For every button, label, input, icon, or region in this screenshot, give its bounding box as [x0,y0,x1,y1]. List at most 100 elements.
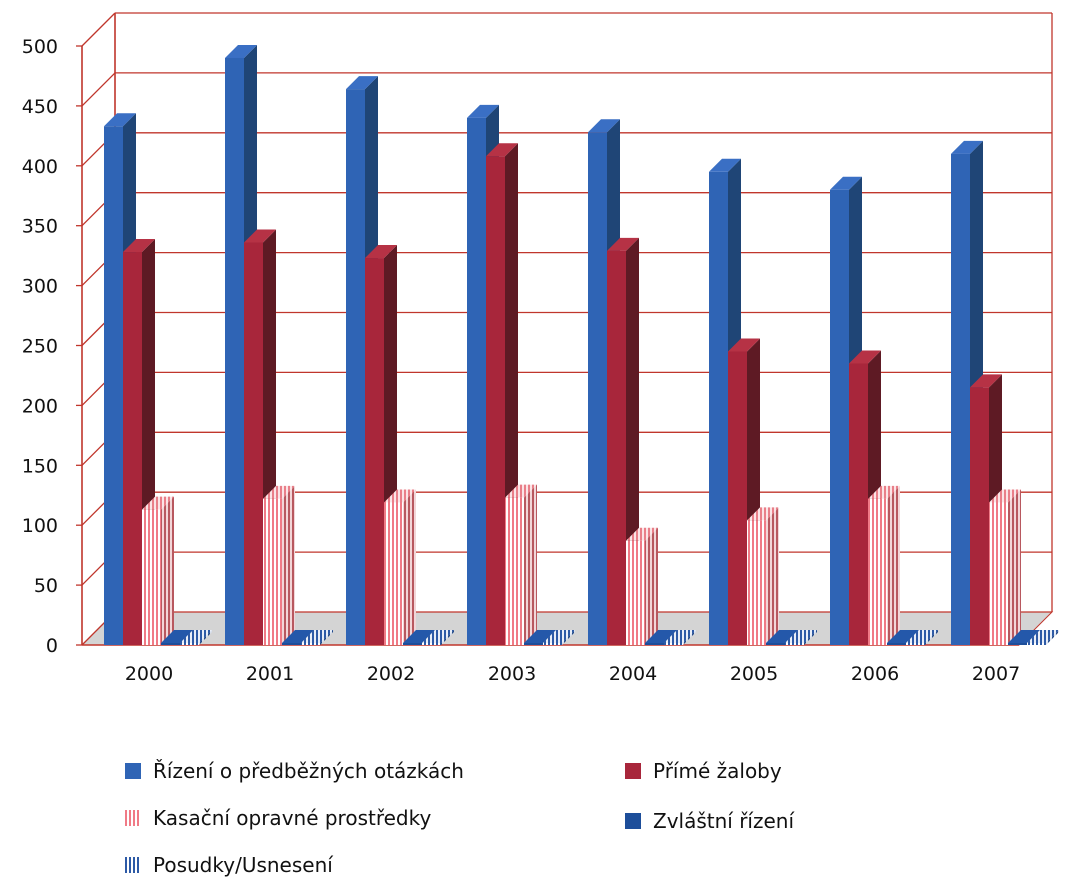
bar-top [524,630,556,643]
bar-top [142,496,174,510]
x-tick-label: 2006 [851,663,899,685]
bar-top [951,140,983,154]
bar-front [906,643,925,645]
bar [180,630,212,645]
y-tick-label: 300 [22,276,58,298]
bar-top [747,507,779,521]
x-tick-label: 2005 [730,663,778,685]
bar-top [607,237,639,251]
bar-top [626,527,658,541]
bar-front [588,132,607,646]
y-tick-label: 0 [46,635,58,657]
bar-top [868,485,900,499]
bar-front [830,189,849,645]
x-tick-label: 2003 [488,663,536,685]
bar-front [524,643,543,645]
y-tick-label: 100 [22,515,58,537]
bar-top [728,338,760,352]
y-tick-label: 200 [22,395,58,417]
bar-top [180,630,212,643]
bar-front [747,520,766,645]
bar [868,485,900,645]
bar-front [282,643,301,645]
bar-top [709,158,741,172]
bar-side [925,630,938,645]
bar-side [441,630,454,645]
bar-top [422,630,454,643]
bar-side [1046,630,1059,645]
bar-side [403,489,416,645]
bar-top [785,630,817,643]
bar-top [467,104,499,118]
bar-top [849,350,881,364]
bar-front [766,643,785,645]
bar-front [123,252,142,645]
bar-top [244,229,276,243]
bar-top [486,143,518,157]
bar-front [664,643,683,645]
bar [422,630,454,645]
gridline-side [81,72,116,107]
bar-front [607,250,626,645]
bar-front [785,643,804,645]
bar [664,630,696,645]
bar [989,489,1021,645]
bar [626,527,658,645]
bar-front [384,502,403,645]
bar-front [970,387,989,645]
bar [747,507,779,645]
bar-front [709,171,728,646]
bar [142,496,174,645]
bar [906,630,938,645]
bar-top [161,630,193,643]
bar-front [365,258,384,645]
bar-front [301,643,320,645]
bar-side [199,630,212,645]
bar [1027,630,1059,645]
bar-top [1027,630,1059,643]
bar-top [365,245,397,259]
bar-front [180,643,199,645]
bar-front [887,643,906,645]
y-tick-label: 500 [22,36,58,58]
bar-side [1008,489,1021,645]
x-tick-label: 2002 [367,663,415,685]
x-tick-label: 2000 [125,663,173,685]
bar-side [683,630,696,645]
bar [384,489,416,645]
gridline-side [81,12,116,47]
bar-side [562,630,575,645]
bar-front [225,57,244,646]
bar-side [524,484,537,645]
bar [301,630,333,645]
bar-top [887,630,919,643]
bar-front [505,497,524,645]
bar-front [1008,643,1027,645]
bar [505,484,537,645]
bar-front [951,153,970,645]
bar-front [161,643,180,645]
bar-top [830,176,862,190]
bar [543,630,575,645]
bar-top [543,630,575,643]
bar-top [263,485,295,499]
bar-top [989,489,1021,503]
bar-top [123,239,155,253]
bar-front [989,502,1008,645]
bar-top [1008,630,1040,643]
bar-side [645,527,658,645]
bar-front [422,643,441,645]
bar-top [346,76,378,90]
bar-side [766,507,779,645]
bar-side [320,630,333,645]
bar-top [282,630,314,643]
bar-top [588,119,620,133]
bar-front [467,117,486,645]
bar-front [1027,643,1046,645]
bar-front [626,540,645,645]
bar-front [263,498,282,645]
bar [263,485,295,645]
bar-front [645,643,664,645]
bar-top [225,44,257,58]
